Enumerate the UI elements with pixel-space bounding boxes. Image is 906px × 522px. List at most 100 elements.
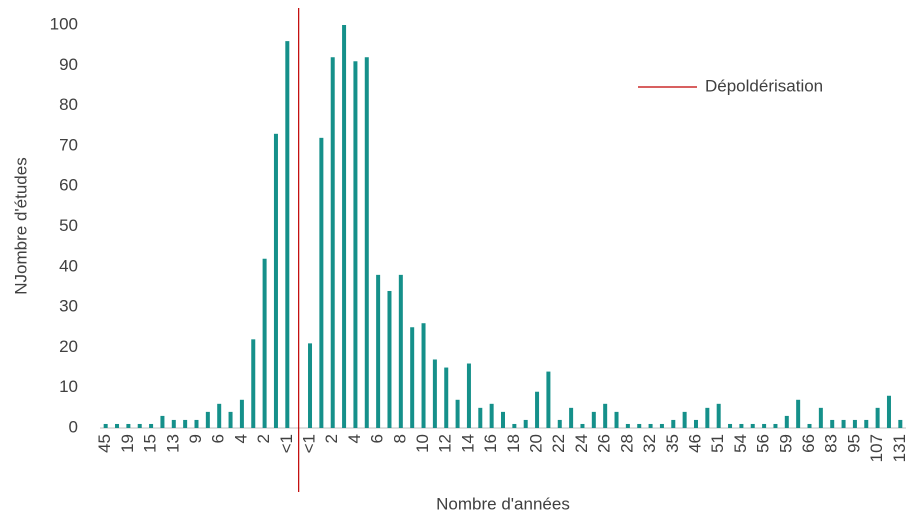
bar <box>898 419 903 428</box>
x-tick-label: 54 <box>731 434 750 453</box>
y-tick-label: 80 <box>59 95 78 114</box>
bar <box>557 419 562 428</box>
bar <box>308 343 313 428</box>
bar <box>637 423 642 428</box>
bar <box>705 407 710 428</box>
y-tick-label: 70 <box>59 135 78 154</box>
x-tick-label: 18 <box>504 434 523 453</box>
bar <box>750 423 755 428</box>
bar <box>886 395 891 428</box>
x-tick-label: 46 <box>685 434 704 453</box>
bar <box>319 137 324 428</box>
y-tick-label: 60 <box>59 176 78 195</box>
bar <box>716 403 721 428</box>
bar <box>773 423 778 428</box>
x-tick-label: 24 <box>572 434 591 453</box>
bar <box>591 411 596 428</box>
bar <box>784 415 789 428</box>
bar <box>387 290 392 428</box>
bar <box>728 423 733 428</box>
x-tick-label: 95 <box>844 434 863 453</box>
bar <box>432 359 437 428</box>
bar <box>466 363 471 428</box>
bar <box>421 323 426 428</box>
bar <box>398 274 403 428</box>
bar <box>160 415 165 428</box>
x-tick-label: 16 <box>481 434 500 453</box>
bar <box>875 407 880 428</box>
bar <box>444 367 449 428</box>
x-tick-label: 4 <box>345 434 364 443</box>
bar <box>648 423 653 428</box>
x-tick-label: 59 <box>776 434 795 453</box>
bar <box>262 258 267 428</box>
legend-label: Dépoldérisation <box>705 76 823 95</box>
y-tick-label: 50 <box>59 216 78 235</box>
y-tick-label: 100 <box>50 14 78 33</box>
bar <box>149 423 154 428</box>
x-tick-label: 131 <box>890 434 906 462</box>
x-tick-label: <1 <box>277 434 296 453</box>
x-tick-label: 10 <box>413 434 432 453</box>
x-tick-label: 13 <box>163 434 182 453</box>
bar <box>546 371 551 428</box>
bar <box>115 423 120 428</box>
x-tick-label: 19 <box>118 434 137 453</box>
x-tick-label: 6 <box>368 434 387 443</box>
bar <box>841 419 846 428</box>
bar <box>603 403 608 428</box>
x-tick-label: 28 <box>617 434 636 453</box>
x-tick-label: 9 <box>186 434 205 443</box>
bar <box>762 423 767 428</box>
bar <box>103 423 108 428</box>
y-tick-label: 30 <box>59 297 78 316</box>
y-tick-label: 40 <box>59 256 78 275</box>
bar <box>194 419 199 428</box>
bar <box>489 403 494 428</box>
y-tick-label: 90 <box>59 55 78 74</box>
bar <box>671 419 676 428</box>
bar <box>864 419 869 428</box>
bar <box>228 411 233 428</box>
bar <box>205 411 210 428</box>
y-tick-label: 10 <box>59 377 78 396</box>
bar <box>659 423 664 428</box>
x-tick-label: 20 <box>527 434 546 453</box>
bar <box>580 423 585 428</box>
bar <box>852 419 857 428</box>
bar <box>501 411 505 428</box>
bar <box>239 399 244 428</box>
bar <box>330 57 335 429</box>
bar <box>739 423 744 428</box>
x-tick-label: 15 <box>141 434 160 453</box>
bar <box>364 57 369 429</box>
x-tick-label: 35 <box>663 434 682 453</box>
x-axis-title: Nombre d'années <box>436 494 570 513</box>
x-tick-label: 26 <box>595 434 614 453</box>
bar <box>126 423 131 428</box>
bar <box>796 399 801 428</box>
bar <box>818 407 823 428</box>
bar <box>410 327 415 428</box>
bar <box>523 419 528 428</box>
x-tick-label: 56 <box>754 434 773 453</box>
bar <box>693 419 698 428</box>
bar <box>285 41 290 429</box>
bar <box>807 423 812 428</box>
bar <box>217 403 222 428</box>
bar <box>171 419 176 428</box>
y-tick-label: 20 <box>59 337 78 356</box>
x-tick-label: 4 <box>231 434 250 443</box>
bar <box>569 407 574 428</box>
bar <box>455 399 460 428</box>
bar <box>183 419 188 428</box>
bar <box>614 411 619 428</box>
bar <box>251 339 256 428</box>
bar <box>376 274 381 428</box>
x-tick-label: 22 <box>549 434 568 453</box>
x-tick-label: 45 <box>95 434 114 453</box>
x-tick-label: 14 <box>458 434 477 453</box>
y-tick-label: 0 <box>69 417 78 436</box>
x-tick-label: 32 <box>640 434 659 453</box>
